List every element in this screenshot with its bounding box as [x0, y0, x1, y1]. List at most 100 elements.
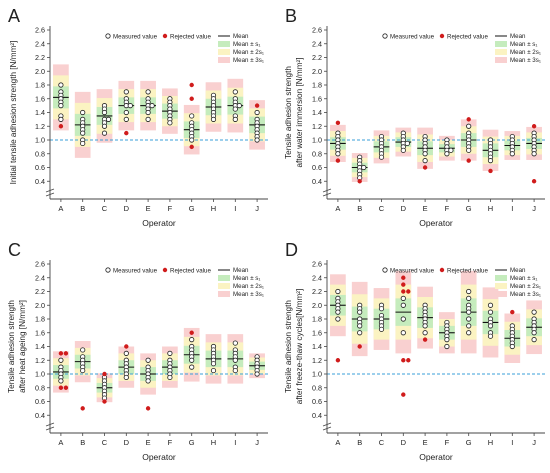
x-tick-label: B [80, 438, 85, 447]
y-axis-label: after heat ageing [N/mm²] [18, 300, 27, 393]
y-tick-label: 1.2 [35, 356, 45, 365]
x-tick-label: J [532, 204, 536, 213]
x-tick-label: G [466, 204, 472, 213]
y-tick-label: 2.4 [35, 39, 45, 48]
y-tick-label: 1.6 [35, 94, 45, 103]
measured-point [123, 374, 129, 381]
legend-measured-label: Measured value [113, 34, 158, 41]
legend-rejected-label: Rejected value [447, 34, 488, 41]
x-tick-label: H [488, 204, 493, 213]
y-tick-label: 1.8 [312, 81, 322, 90]
legend-measured-label: Measured value [113, 268, 158, 275]
legend-s1-marker [495, 275, 507, 281]
y-tick-label: 2.0 [35, 67, 45, 76]
legend-s2-marker [495, 49, 507, 55]
y-tick-label: 0.8 [312, 149, 322, 158]
x-tick-label: I [234, 204, 236, 213]
legend-s2-marker [218, 49, 230, 55]
measured-point [210, 361, 217, 367]
measured-point [58, 103, 64, 109]
rejected-point [531, 179, 537, 184]
panel-c: C 0.4 0.6 0.8 1.0 1.2 1.4 1.6 1.8 2.0 2.2 2.4 2.6 A B C… [7, 240, 268, 462]
measured-point [487, 323, 494, 329]
axis-break [322, 422, 332, 431]
y-tick-label: 2.6 [35, 26, 45, 35]
y-tick-label: 0.4 [312, 177, 322, 186]
y-tick-label: 0.6 [35, 397, 45, 406]
measured-point [58, 357, 64, 363]
measured-point [149, 103, 155, 109]
measured-point [101, 109, 108, 116]
measured-point [466, 309, 472, 315]
rejected-point [510, 309, 515, 315]
legend-s3-label: Mean ± 3s₁ [233, 57, 264, 64]
legend-s1-label: Mean ± s₁ [233, 275, 261, 282]
measured-point [145, 109, 151, 116]
x-tick-label: H [211, 438, 216, 447]
y-axis-label: after water immersion [N/mm²] [295, 57, 304, 167]
measured-point [105, 116, 112, 122]
measured-point [232, 340, 238, 346]
y-axis-label: Tensile adhesion strength [284, 66, 293, 159]
measured-point [254, 137, 260, 143]
panel-letter: D [285, 240, 298, 260]
measured-point [444, 343, 450, 350]
measured-point [232, 106, 238, 112]
measured-point [145, 357, 151, 363]
y-tick-label: 2.0 [312, 67, 322, 76]
measured-point [422, 323, 428, 329]
y-tick-label: 1.2 [35, 122, 45, 131]
x-tick-label: F [445, 438, 450, 447]
measured-point [444, 151, 450, 157]
x-tick-label: I [511, 204, 513, 213]
measured-point [189, 357, 195, 363]
measured-point [357, 323, 363, 329]
rejected-point [124, 344, 129, 349]
measured-point [167, 120, 173, 126]
legend-mean-label: Mean [510, 267, 526, 274]
x-axis-label: Operator [142, 218, 176, 228]
legend-measured-marker [382, 267, 388, 273]
rejected-point [406, 289, 411, 294]
measured-point [422, 330, 428, 336]
legend-s1-marker [218, 41, 230, 47]
rejected-point [488, 168, 493, 174]
rejected-point [102, 399, 107, 404]
y-tick-label: 2.6 [35, 260, 45, 269]
measured-point [357, 309, 363, 315]
legend-mean-label: Mean [510, 33, 526, 40]
measured-point [400, 316, 406, 322]
x-axis-label: Operator [142, 452, 176, 462]
measured-point [487, 158, 494, 164]
legend-s2-marker [218, 283, 230, 289]
rejected-point [145, 406, 151, 411]
y-tick-label: 1.0 [312, 136, 322, 145]
measured-point [466, 316, 472, 322]
x-tick-label: A [58, 438, 63, 447]
measured-point [487, 333, 494, 339]
y-tick-label: 2.4 [35, 273, 45, 282]
legend-s2-marker [495, 283, 507, 289]
y-tick-label: 2.2 [35, 53, 45, 62]
legend-s1-label: Mean ± s₁ [510, 275, 538, 282]
measured-point [531, 330, 537, 336]
y-tick-label: 2.4 [312, 273, 322, 282]
rejected-point [63, 351, 69, 356]
measured-point [58, 378, 64, 384]
x-tick-label: A [58, 204, 63, 213]
measured-point [210, 116, 217, 122]
measured-point [80, 347, 86, 353]
x-tick-label: E [146, 204, 151, 213]
measured-point [466, 288, 472, 295]
x-tick-label: E [146, 438, 151, 447]
rejected-point [531, 124, 537, 129]
y-tick-label: 1.0 [35, 370, 45, 379]
x-tick-label: F [168, 438, 173, 447]
y-tick-label: 2.2 [312, 287, 322, 296]
measured-point [378, 306, 385, 312]
rejected-point [466, 117, 471, 122]
x-tick-label: G [189, 204, 195, 213]
x-tick-label: C [379, 438, 385, 447]
